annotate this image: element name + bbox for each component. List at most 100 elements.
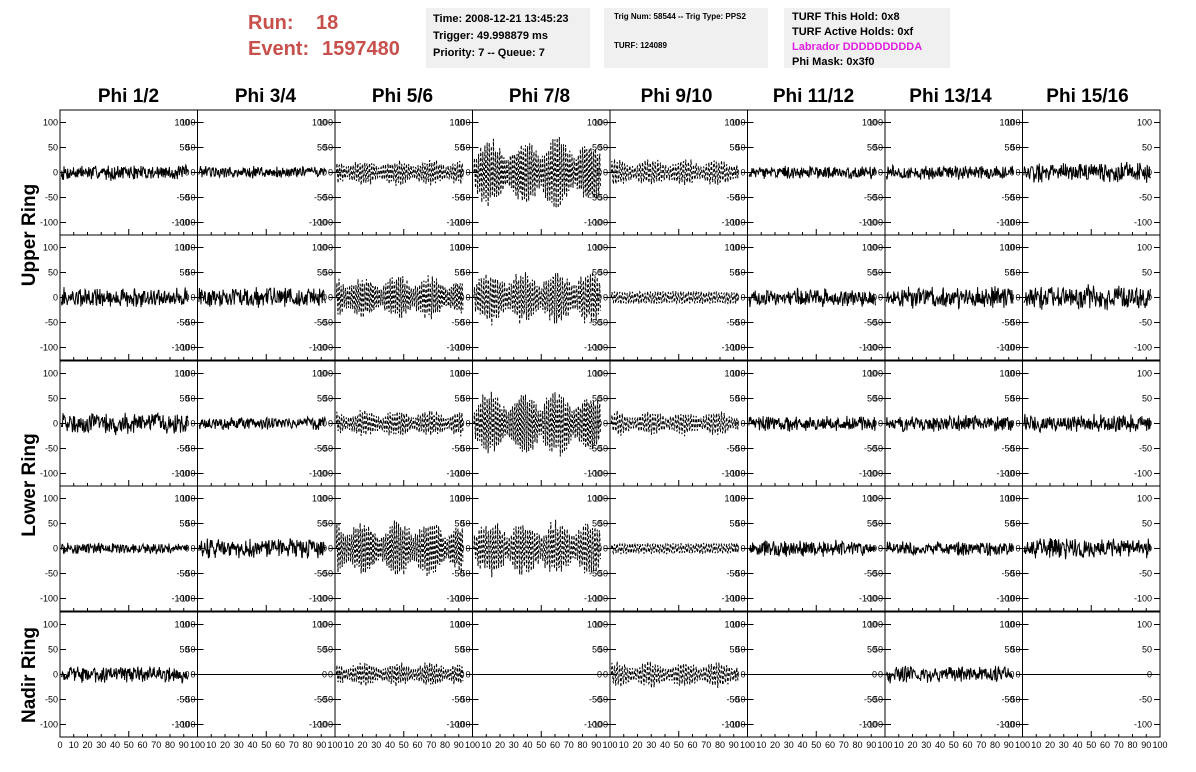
y-tick-label: -50 (870, 193, 883, 203)
y-tick-label: -50 (1139, 193, 1152, 203)
y-tick-label: 100 (449, 243, 464, 253)
event-value: 1597480 (322, 38, 400, 60)
y-tick-label: 50 (317, 519, 327, 529)
y-tick-label: 0 (740, 419, 745, 429)
y-tick-label: -50 (589, 569, 602, 579)
y-tick-label: 50 (454, 394, 464, 404)
y-tick-label: 0 (190, 670, 195, 680)
y-tick-label: -100 (859, 720, 877, 730)
x-tick-label: 30 (96, 740, 106, 750)
y-tick-label: -100 (865, 469, 883, 479)
y-tick-label: 0 (1015, 168, 1020, 178)
y-tick-label: -50 (732, 318, 745, 328)
y-tick-label: 50 (323, 519, 333, 529)
column-header-phi-7-8: Phi 7/8 (508, 86, 571, 107)
y-tick-label: 100 (180, 243, 195, 253)
y-tick-label: 0 (322, 419, 327, 429)
y-tick-label: 50 (179, 394, 189, 404)
x-tick-label: 60 (550, 740, 560, 750)
y-tick-label: 50 (598, 268, 608, 278)
y-tick-label: -100 (721, 469, 739, 479)
y-tick-label: -50 (595, 318, 608, 328)
y-tick-label: -50 (457, 444, 470, 454)
y-tick-label: 100 (455, 620, 470, 630)
waveform-trace (748, 539, 876, 557)
y-tick-label: -50 (870, 444, 883, 454)
y-tick-label: -100 (309, 218, 327, 228)
x-tick-label: 60 (137, 740, 147, 750)
y-tick-label: 50 (867, 268, 877, 278)
y-tick-label: 100 (587, 369, 602, 379)
waveform-trace (1023, 161, 1151, 183)
y-tick-label: 50 (179, 645, 189, 655)
x-tick-label: 70 (976, 740, 986, 750)
y-tick-label: 50 (873, 519, 883, 529)
y-tick-label: 100 (999, 620, 1014, 630)
y-tick-label: 50 (323, 394, 333, 404)
x-tick-label: 100 (190, 740, 205, 750)
y-tick-label: -50 (1007, 444, 1020, 454)
y-tick-label: -100 (315, 469, 333, 479)
y-tick-label: 100 (868, 620, 883, 630)
y-tick-label: 100 (455, 494, 470, 504)
y-tick-label: -100 (452, 720, 470, 730)
y-tick-label: 50 (735, 519, 745, 529)
y-tick-label: -100 (452, 218, 470, 228)
y-tick-label: -50 (320, 318, 333, 328)
y-tick-label: 100 (174, 243, 189, 253)
y-tick-label: 0 (53, 544, 58, 554)
y-tick-label: 0 (734, 544, 739, 554)
waveform-trace (335, 159, 464, 186)
y-tick-label: -50 (1001, 695, 1014, 705)
y-tick-label: -100 (727, 594, 745, 604)
column-header-phi-5-6: Phi 5/6 (371, 86, 434, 107)
column-header-phi-9-10: Phi 9/10 (640, 86, 713, 107)
y-tick-label: -50 (589, 695, 602, 705)
y-tick-label: -50 (595, 444, 608, 454)
y-tick-label: 50 (1010, 645, 1020, 655)
y-tick-label: 0 (878, 293, 883, 303)
y-tick-label: -50 (176, 444, 189, 454)
run-value: 18 (316, 12, 339, 34)
waveform-trace (335, 520, 464, 577)
x-tick-label: 80 (852, 740, 862, 750)
y-tick-label: 100 (318, 620, 333, 630)
y-tick-label: -50 (314, 695, 327, 705)
trigger-text: Trigger: 49.998879 ms (433, 30, 548, 42)
y-tick-label: -50 (589, 444, 602, 454)
y-tick-label: 100 (449, 369, 464, 379)
y-tick-label: 0 (465, 419, 470, 429)
y-tick-label: 100 (587, 118, 602, 128)
y-tick-label: -50 (726, 695, 739, 705)
x-tick-label: 50 (399, 740, 409, 750)
y-tick-label: 0 (597, 293, 602, 303)
x-tick-label: 0 (57, 740, 62, 750)
y-tick-label: -100 (865, 343, 883, 353)
y-tick-label: -50 (1139, 695, 1152, 705)
x-tick-label: 70 (564, 740, 574, 750)
y-tick-label: -100 (996, 720, 1014, 730)
y-tick-label: -100 (584, 594, 602, 604)
y-tick-label: 50 (867, 519, 877, 529)
y-tick-label: -50 (870, 318, 883, 328)
y-tick-label: -100 (727, 218, 745, 228)
waveform-trace (1023, 284, 1151, 311)
x-tick-label: 30 (646, 740, 656, 750)
waveform-trace (748, 415, 876, 432)
waveform-trace (1023, 538, 1151, 560)
y-tick-label: 0 (328, 544, 333, 554)
y-tick-label: -50 (182, 569, 195, 579)
y-tick-label: -100 (171, 594, 189, 604)
y-tick-label: 50 (598, 645, 608, 655)
y-tick-label: -50 (320, 569, 333, 579)
x-tick-label: 50 (811, 740, 821, 750)
x-tick-label: 100 (1015, 740, 1030, 750)
y-tick-label: 100 (999, 243, 1014, 253)
y-tick-label: -50 (1001, 318, 1014, 328)
y-tick-label: 100 (312, 118, 327, 128)
y-tick-label: 100 (724, 369, 739, 379)
y-tick-label: -100 (177, 720, 195, 730)
y-tick-label: 0 (734, 293, 739, 303)
x-tick-label: 40 (110, 740, 120, 750)
y-tick-label: 0 (53, 168, 58, 178)
